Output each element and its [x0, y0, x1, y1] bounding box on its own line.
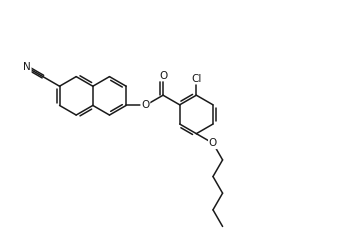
- Text: O: O: [159, 70, 167, 81]
- Text: Cl: Cl: [191, 74, 201, 84]
- Text: N: N: [23, 62, 31, 72]
- Text: O: O: [141, 100, 150, 110]
- Text: O: O: [209, 138, 217, 148]
